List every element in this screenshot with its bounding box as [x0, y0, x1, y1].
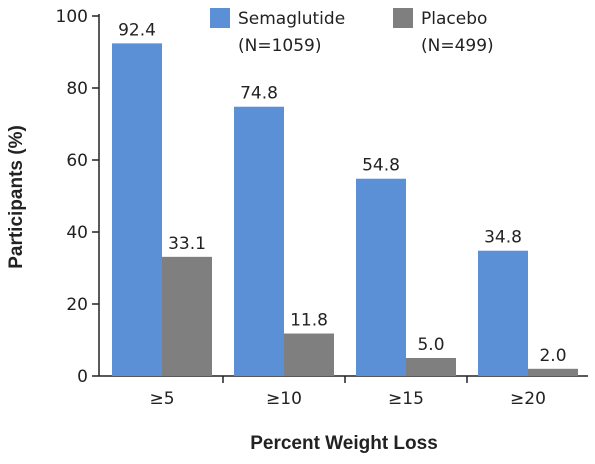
legend-n-label: (N=1059) [238, 36, 322, 56]
legend-swatch-placebo [393, 8, 413, 28]
data-label: 74.8 [240, 84, 278, 104]
y-tick-label: 100 [56, 7, 88, 27]
x-tick-label: ≥20 [510, 389, 546, 409]
y-tick-label: 20 [66, 295, 88, 315]
legend-n-label: (N=499) [421, 36, 494, 56]
y-tick-label: 80 [66, 79, 88, 99]
data-label: 33.1 [168, 234, 206, 254]
bar-semaglutide [112, 43, 162, 377]
x-tick-label: ≥10 [266, 389, 302, 409]
legend-label: Semaglutide [238, 9, 345, 29]
legend-swatch-semaglutide [210, 8, 230, 28]
bar-placebo [406, 358, 456, 376]
bar-placebo [284, 333, 334, 376]
data-label: 5.0 [417, 335, 444, 355]
bar-semaglutide [356, 178, 406, 376]
bar-semaglutide [234, 106, 284, 376]
bar-semaglutide [478, 250, 528, 376]
data-label: 11.8 [290, 311, 328, 331]
data-label: 92.4 [118, 20, 156, 40]
legend-label: Placebo [421, 9, 487, 29]
x-axis-title: Percent Weight Loss [250, 433, 438, 454]
y-tick-label: 0 [77, 367, 88, 387]
y-axis-title: Participants (%) [6, 125, 27, 269]
x-tick-label: ≥5 [149, 389, 174, 409]
y-tick-label: 60 [66, 151, 88, 171]
plot-area: 0 20 40 60 80 100 92.4 33.1 ≥5 74.8 11.8 ≥10 54.8 5.0… [56, 7, 588, 409]
x-tick-label: ≥15 [388, 389, 424, 409]
bar-placebo [162, 256, 212, 376]
data-label: 54.8 [362, 156, 400, 176]
y-tick-label: 40 [66, 223, 88, 243]
bar-placebo [528, 368, 578, 376]
data-label: 34.8 [484, 228, 522, 248]
data-label: 2.0 [539, 346, 566, 366]
